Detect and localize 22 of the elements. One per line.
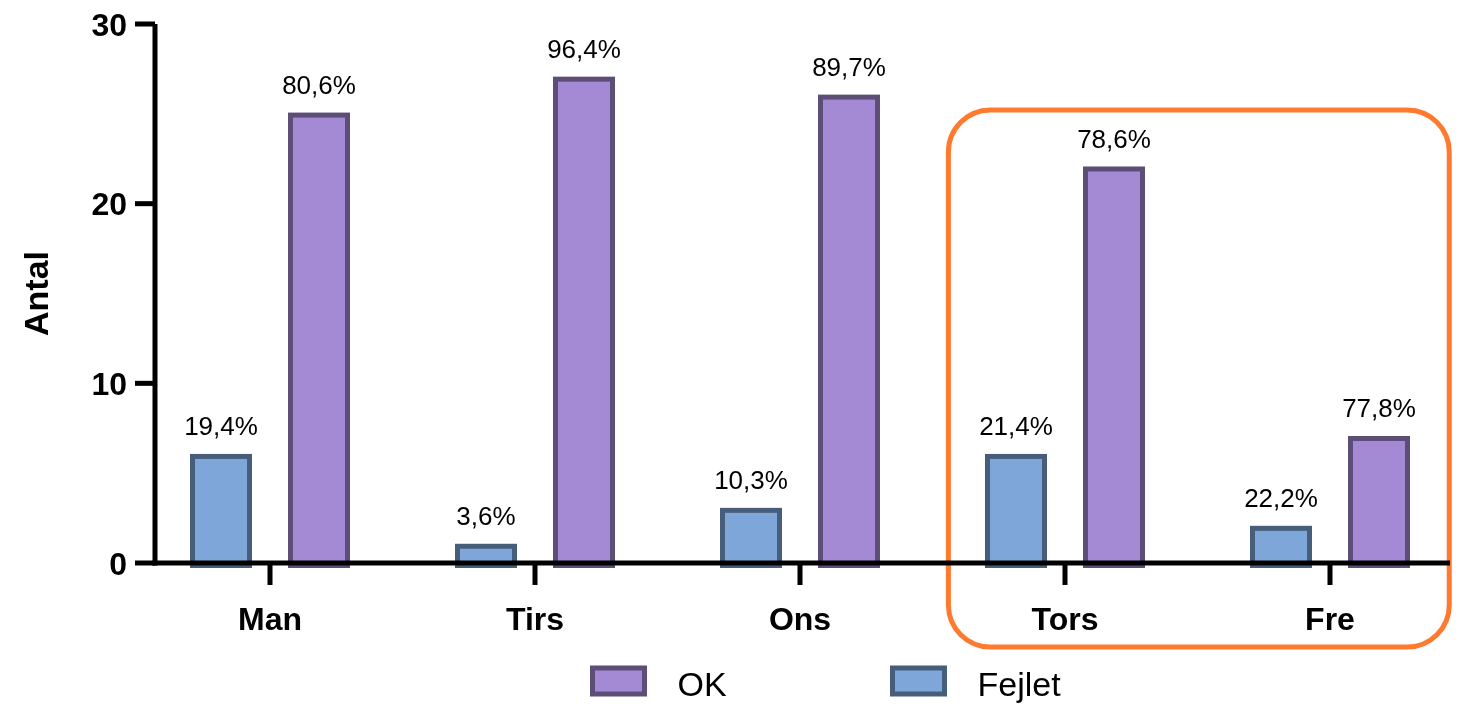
legend-label: OK <box>677 665 727 704</box>
x-tick-label: Ons <box>768 601 832 637</box>
annotation: 80,6% <box>282 69 356 100</box>
y-tick-label: 20 <box>91 186 127 223</box>
y-tick-label: 0 <box>109 545 127 582</box>
y-tick-label: 30 <box>91 6 127 43</box>
annotation: 3,6% <box>456 501 516 532</box>
annotation: 89,7% <box>812 51 886 82</box>
annotation: 21,4% <box>979 411 1053 442</box>
annotation: 19,4% <box>184 411 258 442</box>
y-axis-title: Antal <box>17 251 55 336</box>
y-tick-label: 10 <box>91 365 127 402</box>
x-tick-label: Fre <box>1305 601 1355 637</box>
annotation: 10,3% <box>714 465 788 496</box>
x-tick-label: Tirs <box>505 601 565 637</box>
annotation: 78,6% <box>1077 123 1151 154</box>
legend-label: Fejlet <box>977 665 1062 704</box>
x-tick-label: Tors <box>1031 601 1099 637</box>
annotation: 22,2% <box>1244 483 1318 514</box>
annotation: 96,4% <box>547 33 621 64</box>
annotation: 77,8% <box>1342 393 1416 424</box>
x-tick-label: Man <box>238 601 302 637</box>
